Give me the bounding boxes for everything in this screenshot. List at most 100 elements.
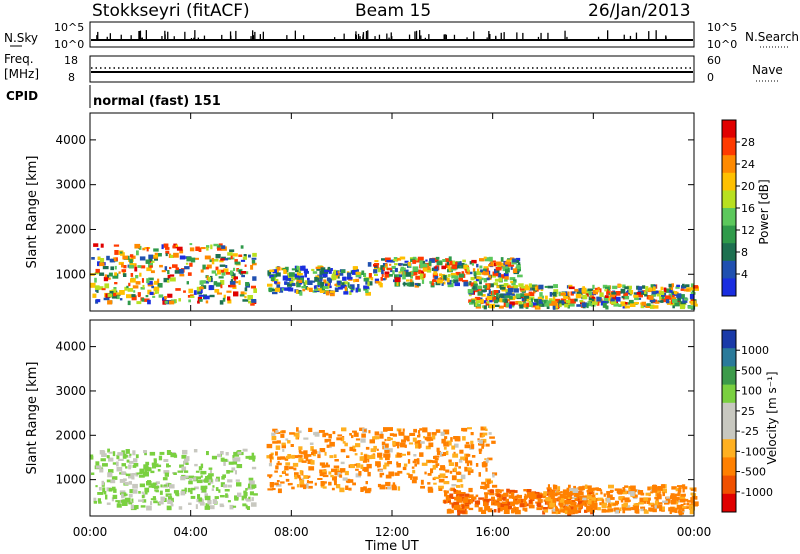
heatmap-cell (680, 285, 687, 289)
heatmap-cell (532, 302, 538, 306)
heatmap-cell (370, 277, 374, 281)
heatmap-cell (574, 498, 578, 502)
heatmap-cell (605, 305, 609, 310)
heatmap-cell (167, 274, 171, 279)
heatmap-cell (484, 492, 490, 495)
heatmap-cell (219, 505, 225, 508)
heatmap-cell (317, 280, 322, 286)
colorbar-tick-label: 4 (741, 268, 748, 281)
heatmap-cell (243, 494, 247, 499)
beam-title: Beam 15 (355, 1, 431, 21)
heatmap-cell (680, 493, 686, 497)
heatmap-cell (686, 506, 692, 509)
heatmap-cell (381, 258, 386, 261)
heatmap-cell (195, 470, 200, 473)
heatmap-cell (690, 488, 694, 491)
heatmap-cell (401, 453, 406, 456)
heatmap-cell (585, 291, 592, 295)
heatmap-cell (456, 499, 461, 502)
colorbar-tick-label: -1000 (741, 486, 773, 499)
heatmap-cell (409, 257, 415, 260)
heatmap-cell (557, 508, 560, 512)
noise-left-tick-bottom: 10^0 (54, 38, 84, 51)
heatmap-cell (167, 293, 173, 298)
heatmap-cell (304, 272, 307, 278)
heatmap-cell (307, 277, 310, 282)
heatmap-cell (340, 284, 347, 289)
heatmap-cell (483, 278, 488, 283)
heatmap-cell (652, 484, 658, 490)
heatmap-cell (651, 294, 656, 297)
x-tick-label: 20:00 (576, 525, 611, 539)
heatmap-cell (297, 430, 302, 434)
heatmap-cell (330, 268, 333, 272)
heatmap-cell (519, 500, 523, 503)
noise-spike (453, 34, 456, 40)
heatmap-cell (437, 277, 441, 282)
heatmap-cell (468, 494, 474, 499)
x-tick-label: 00:00 (677, 525, 712, 539)
heatmap-cell (691, 290, 695, 294)
heatmap-cell (614, 509, 619, 514)
heatmap-cell (664, 295, 671, 300)
heatmap-cell (165, 253, 168, 257)
heatmap-cell (209, 470, 212, 474)
heatmap-cell (150, 470, 155, 474)
heatmap-cell (446, 277, 450, 283)
heatmap-cell (552, 497, 557, 503)
heatmap-cell (362, 458, 367, 463)
heatmap-cell (355, 438, 361, 441)
heatmap-cell (248, 455, 255, 460)
heatmap-cell (313, 285, 317, 289)
heatmap-cell (280, 456, 286, 460)
heatmap-cell (661, 295, 665, 300)
colorbar-swatch (722, 172, 736, 191)
heatmap-cell (553, 284, 558, 289)
noise-spike (164, 30, 166, 40)
heatmap-cell (225, 493, 228, 498)
heatmap-cell (411, 466, 415, 469)
heatmap-cell (398, 429, 401, 435)
heatmap-cell (128, 454, 132, 458)
heatmap-cell (217, 247, 223, 251)
colorbar-swatch (722, 402, 736, 422)
heatmap-cell (606, 491, 611, 495)
heatmap-cell (248, 477, 254, 481)
heatmap-cell (452, 260, 456, 265)
heatmap-cell (112, 291, 117, 297)
heatmap-cell (659, 506, 662, 511)
heatmap-cell (176, 246, 183, 251)
heatmap-cell (464, 504, 470, 509)
heatmap-cell (189, 247, 195, 252)
heatmap-cell (272, 441, 278, 444)
heatmap-cell (485, 443, 490, 447)
noise-spike (443, 34, 445, 40)
heatmap-cell (211, 261, 215, 265)
colorbar-tick-label: 12 (741, 224, 755, 237)
heatmap-cell (608, 296, 611, 301)
heatmap-cell (147, 480, 151, 483)
heatmap-cell (674, 509, 678, 513)
heatmap-cell (150, 501, 153, 506)
heatmap-cell (99, 258, 105, 263)
heatmap-cell (540, 495, 545, 498)
noise-spike (109, 33, 111, 40)
heatmap-cell (107, 448, 110, 453)
heatmap-cell (287, 283, 292, 287)
heatmap-cell (322, 433, 326, 438)
heatmap-cell (459, 507, 464, 510)
heatmap-cell (285, 478, 290, 482)
heatmap-cell (455, 271, 461, 276)
heatmap-cell (460, 474, 466, 480)
heatmap-cell (407, 261, 411, 266)
heatmap-cell (415, 443, 419, 449)
heatmap-cell (198, 247, 202, 252)
noise-spike (139, 30, 142, 40)
heatmap-cell (325, 462, 329, 466)
heatmap-cell (530, 298, 533, 303)
heatmap-cell (680, 504, 684, 508)
heatmap-cell (451, 279, 454, 283)
heatmap-cell (461, 271, 465, 276)
cpid-mode-text: normal (fast) 151 (93, 94, 221, 109)
heatmap-cell (586, 489, 592, 493)
